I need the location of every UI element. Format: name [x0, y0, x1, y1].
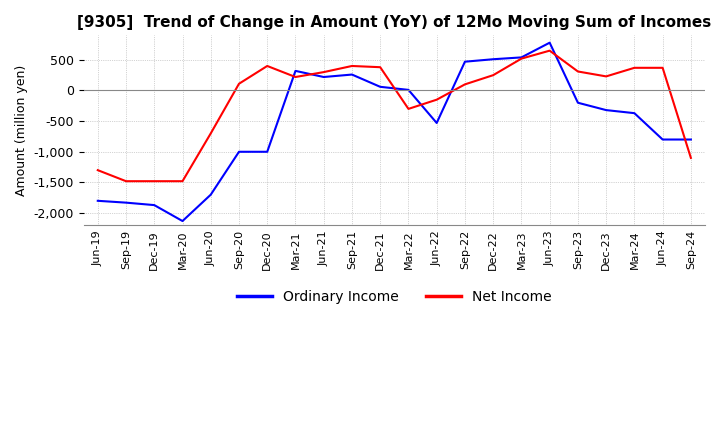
Net Income: [658, 65, 667, 70]
Net Income: [348, 63, 356, 69]
Net Income: [433, 97, 441, 103]
Ordinary Income: [433, 120, 441, 125]
Net Income: [602, 74, 611, 79]
Ordinary Income: [263, 149, 271, 154]
Ordinary Income: [602, 107, 611, 113]
Ordinary Income: [404, 87, 413, 92]
Ordinary Income: [687, 137, 696, 142]
Ordinary Income: [348, 72, 356, 77]
Ordinary Income: [94, 198, 102, 203]
Ordinary Income: [658, 137, 667, 142]
Ordinary Income: [517, 55, 526, 60]
Title: [9305]  Trend of Change in Amount (YoY) of 12Mo Moving Sum of Incomes: [9305] Trend of Change in Amount (YoY) o…: [77, 15, 711, 30]
Net Income: [489, 73, 498, 78]
Net Income: [461, 82, 469, 87]
Ordinary Income: [150, 202, 158, 208]
Line: Net Income: Net Income: [98, 51, 691, 181]
Net Income: [94, 168, 102, 173]
Y-axis label: Amount (million yen): Amount (million yen): [15, 65, 28, 196]
Ordinary Income: [630, 110, 639, 116]
Net Income: [207, 131, 215, 136]
Net Income: [517, 56, 526, 61]
Net Income: [320, 70, 328, 75]
Net Income: [574, 69, 582, 74]
Ordinary Income: [376, 84, 384, 89]
Net Income: [630, 65, 639, 70]
Ordinary Income: [178, 218, 186, 224]
Ordinary Income: [461, 59, 469, 64]
Ordinary Income: [489, 57, 498, 62]
Net Income: [404, 106, 413, 111]
Ordinary Income: [574, 100, 582, 106]
Net Income: [376, 65, 384, 70]
Net Income: [545, 48, 554, 53]
Line: Ordinary Income: Ordinary Income: [98, 43, 691, 221]
Net Income: [178, 179, 186, 184]
Net Income: [263, 63, 271, 69]
Net Income: [291, 74, 300, 80]
Net Income: [687, 155, 696, 161]
Net Income: [235, 81, 243, 86]
Ordinary Income: [235, 149, 243, 154]
Legend: Ordinary Income, Net Income: Ordinary Income, Net Income: [231, 284, 557, 310]
Ordinary Income: [291, 68, 300, 73]
Ordinary Income: [545, 40, 554, 45]
Ordinary Income: [320, 74, 328, 80]
Ordinary Income: [122, 200, 130, 205]
Ordinary Income: [207, 192, 215, 197]
Net Income: [150, 179, 158, 184]
Net Income: [122, 179, 130, 184]
